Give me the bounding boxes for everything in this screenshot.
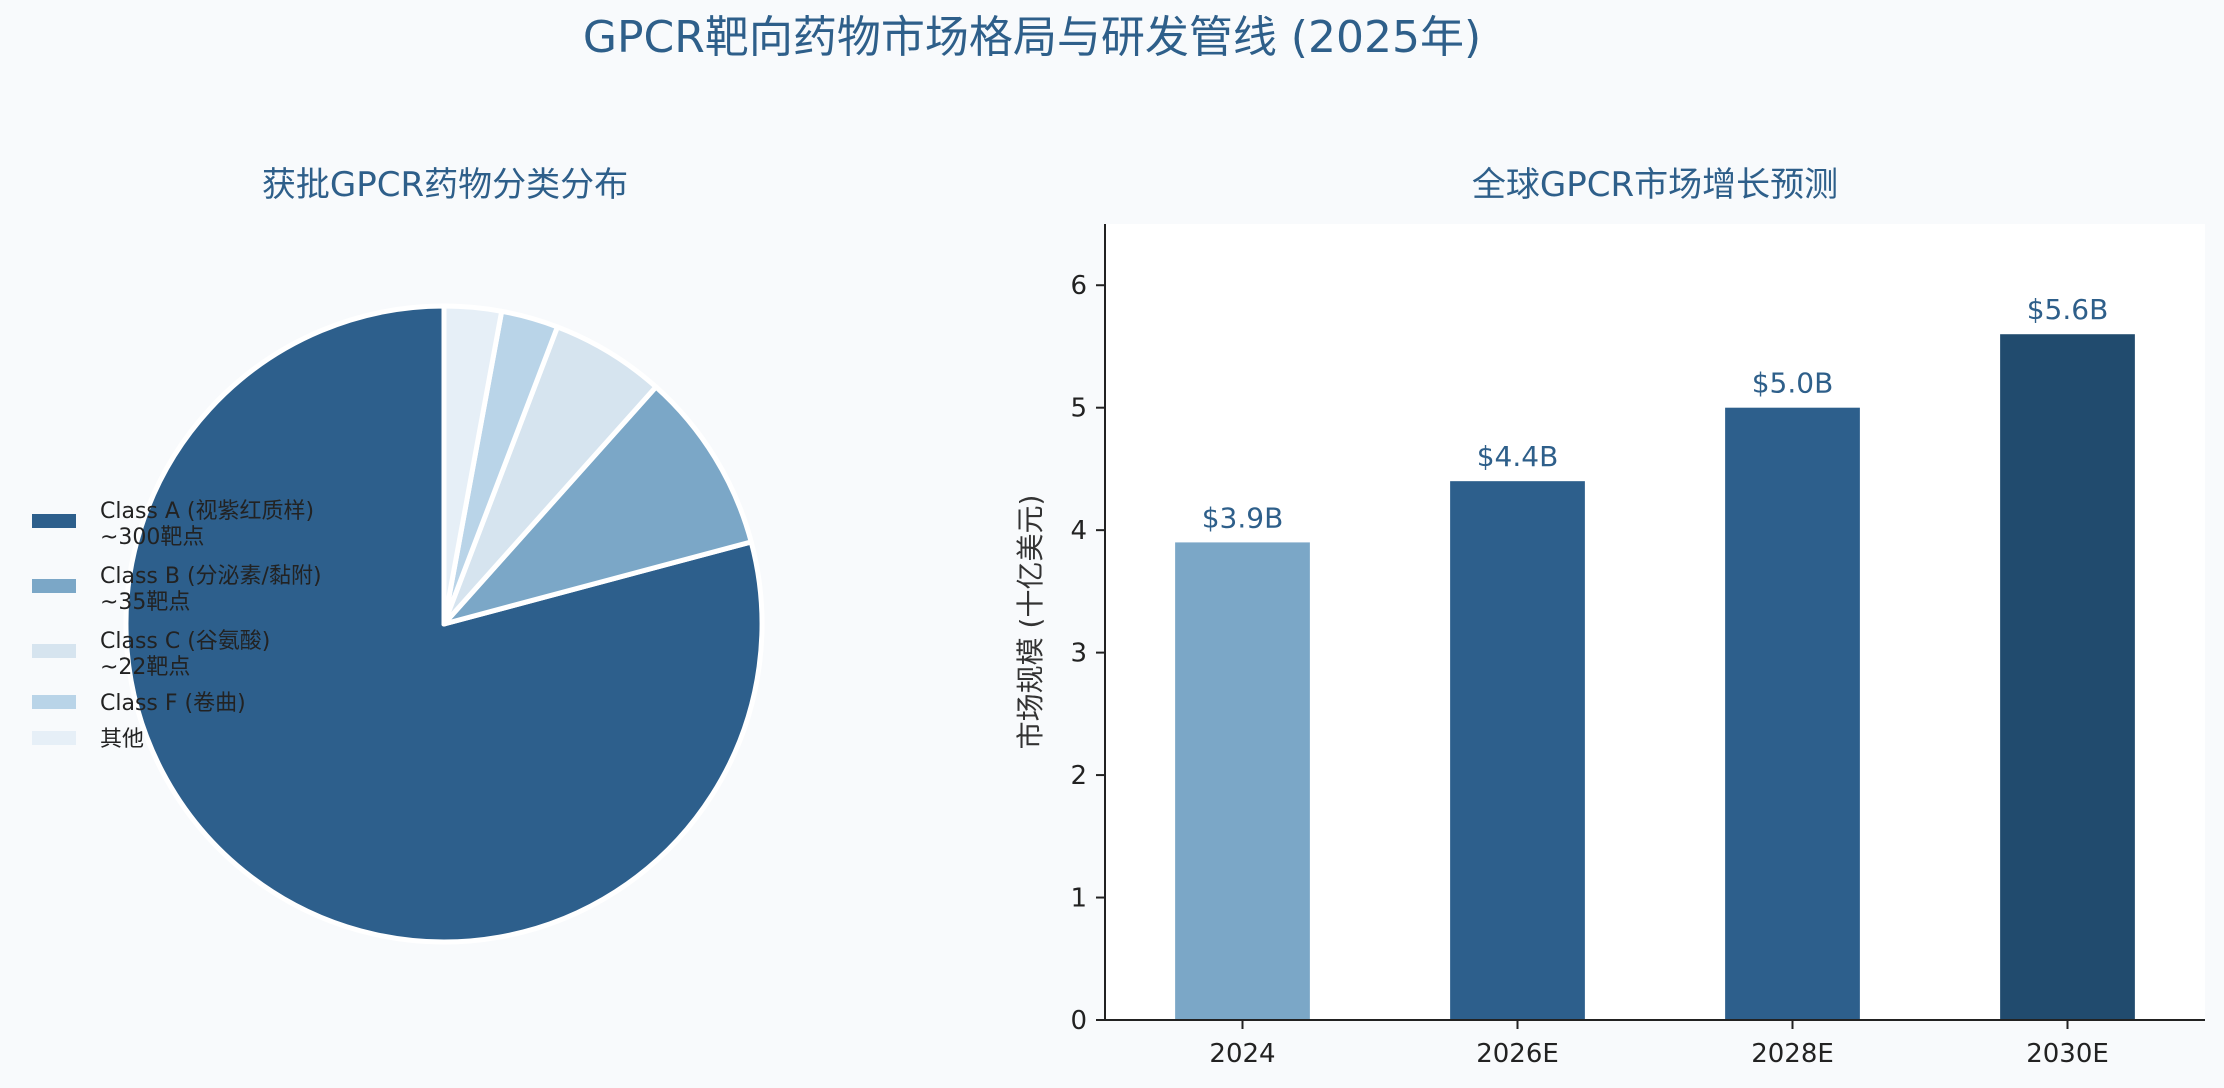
bar-2030E [2000, 334, 2135, 1020]
figure-title: GPCR靶向药物市场格局与研发管线 (2025年) [583, 12, 1481, 63]
x-tick-label-0: 2024 [1209, 1039, 1275, 1069]
legend-swatch-1 [32, 579, 76, 593]
legend-sublabel-1: ~35靶点 [100, 590, 190, 615]
legend-label-3: Class F (卷曲) [100, 691, 246, 716]
bar-axes: 0 1 2 3 4 5 6 2024 2026E 2028E 2030E [1070, 224, 2205, 1069]
x-tick-label-1: 2026E [1476, 1039, 1559, 1069]
bar-value-label-0: $3.9B [1202, 501, 1284, 534]
legend-label-1: Class B (分泌素/黏附) [100, 564, 322, 589]
x-tick-label-2: 2028E [1751, 1039, 1834, 1069]
bar-value-label-1: $4.4B [1477, 440, 1559, 473]
y-tick-label-5: 5 [1070, 394, 1087, 424]
legend-swatch-2 [32, 644, 76, 658]
y-tick-label-6: 6 [1070, 271, 1087, 301]
y-axis-label: 市场规模 (十亿美元) [1014, 495, 1047, 750]
pie-legend: Class A (视紫红质样)~300靶点 Class B (分泌素/黏附)~35… [32, 499, 322, 752]
pie-chart-panel: 获批GPCR药物分类分布 Class A (视紫红质样)~300靶点Class … [32, 165, 765, 945]
y-tick-label-4: 4 [1070, 516, 1087, 546]
y-tick-label-0: 0 [1070, 1006, 1087, 1036]
legend-swatch-0 [32, 514, 76, 528]
legend-sublabel-2: ~22靶点 [100, 655, 190, 680]
bar-value-label-3: $5.6B [2027, 293, 2109, 326]
legend-sublabel-0: ~300靶点 [100, 525, 204, 550]
bar-2024 [1175, 542, 1310, 1020]
y-tick-label-1: 1 [1070, 884, 1087, 914]
pie-slice-4 [441, 303, 505, 627]
legend-label-4: 其他 [100, 727, 144, 752]
y-tick-label-3: 3 [1070, 639, 1087, 669]
bar-2026E [1450, 481, 1585, 1021]
bar-2028E [1725, 407, 1860, 1020]
bar-chart-panel: 全球GPCR市场增长预测 $3.9B $4.4B $5.0B $5.6B 0 1 2 3 4 5… [1014, 165, 2205, 1069]
bar-chart-title: 全球GPCR市场增长预测 [1472, 165, 1838, 205]
y-tick-label-2: 2 [1070, 761, 1087, 791]
legend-swatch-3 [32, 695, 76, 709]
legend-label-0: Class A (视紫红质样) [100, 499, 314, 524]
pie-chart-title: 获批GPCR药物分类分布 [262, 165, 628, 205]
legend-swatch-4 [32, 731, 76, 745]
x-tick-label-3: 2030E [2026, 1039, 2109, 1069]
bar-series: $3.9B $4.4B $5.0B $5.6B [1175, 293, 2135, 1021]
bar-value-label-2: $5.0B [1752, 367, 1834, 400]
pie-slices [123, 303, 765, 945]
legend-label-2: Class C (谷氨酸) [100, 629, 270, 654]
pie-slice-1 [441, 384, 754, 627]
